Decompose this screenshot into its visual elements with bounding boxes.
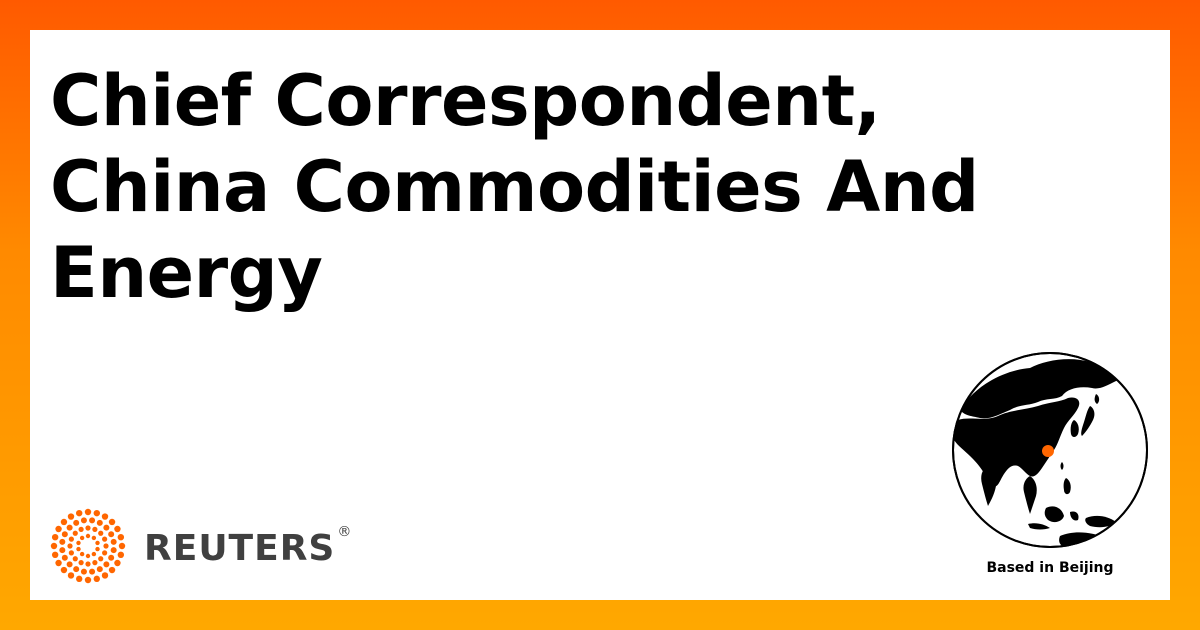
reuters-wordmark: REUTERS ® xyxy=(144,524,352,569)
brand-name: REUTERS xyxy=(144,527,336,569)
reuters-logo-icon xyxy=(50,508,126,584)
title-line-1: Chief Correspondent, xyxy=(50,60,881,142)
globe-icon xyxy=(950,350,1150,550)
registered-mark: ® xyxy=(337,523,353,540)
location-dot-icon xyxy=(1042,445,1054,457)
card: Chief Correspondent, China Commodities A… xyxy=(30,30,1170,600)
page-title: Chief Correspondent, China Commodities A… xyxy=(50,58,1130,316)
title-line-3: Energy xyxy=(50,232,323,314)
reuters-logo: REUTERS ® xyxy=(48,506,352,586)
location-label: Based in Beijing xyxy=(986,560,1114,576)
title-line-2: China Commodities And xyxy=(50,146,979,228)
